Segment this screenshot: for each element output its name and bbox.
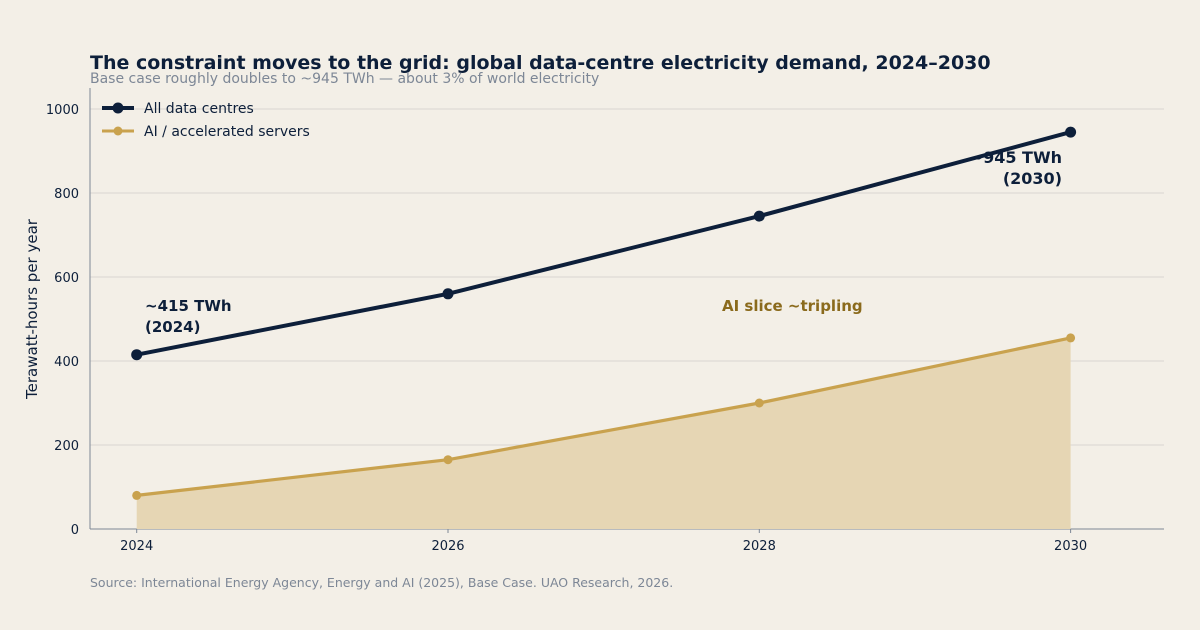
x-tick-label: 2024 xyxy=(120,539,153,554)
legend: All data centres AI / accelerated servers xyxy=(102,101,310,140)
legend-swatch-marker xyxy=(113,126,123,136)
chart-title: The constraint moves to the grid: global… xyxy=(90,52,991,74)
y-tick-label: 400 xyxy=(54,355,79,370)
annotation-label: (2030) xyxy=(1003,169,1062,188)
x-tick-label: 2030 xyxy=(1054,539,1087,554)
y-tick-label: 1000 xyxy=(46,103,79,118)
x-tick-label: 2028 xyxy=(743,539,776,554)
point-all-data-centres xyxy=(1065,126,1077,138)
point-ai-accelerated-servers xyxy=(1066,333,1076,343)
line-all-data-centres xyxy=(136,130,1072,357)
legend-swatch-marker xyxy=(112,102,124,114)
chart-subtitle: Base case roughly doubles to ~945 TWh — … xyxy=(90,71,599,87)
annotation-label: (2024) xyxy=(145,318,200,336)
line-ai-accelerated-servers xyxy=(136,336,1071,497)
annotation-label: ~945 TWh xyxy=(970,148,1062,167)
y-tick-label: 0 xyxy=(71,523,79,538)
y-tick-label: 200 xyxy=(54,439,79,454)
legend-label: All data centres xyxy=(144,101,254,117)
legend-label: AI / accelerated servers xyxy=(144,124,310,140)
y-axis-label: Terawatt-hours per year xyxy=(23,218,41,400)
y-tick-label: 800 xyxy=(54,187,79,202)
point-ai-accelerated-servers xyxy=(443,455,453,465)
y-tick-label: 600 xyxy=(54,271,79,286)
point-ai-accelerated-servers xyxy=(132,490,142,500)
point-ai-accelerated-servers xyxy=(754,398,764,408)
source-note: Source: International Energy Agency, Ene… xyxy=(90,575,673,590)
area-ai-accelerated-servers xyxy=(136,337,1071,529)
annotation-label: ~415 TWh xyxy=(145,297,232,315)
x-tick-label: 2026 xyxy=(431,539,464,554)
point-all-data-centres xyxy=(131,349,143,361)
annotation-label: AI slice ~tripling xyxy=(722,297,863,315)
point-all-data-centres xyxy=(753,210,765,222)
point-all-data-centres xyxy=(442,288,454,300)
